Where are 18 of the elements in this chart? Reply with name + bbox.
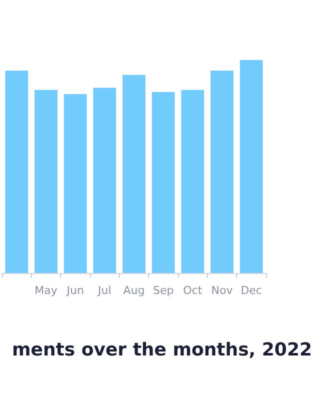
x-tick-label: Nov (211, 284, 234, 297)
bar (64, 94, 87, 273)
text: ments over the months, 2022 (12, 340, 312, 360)
bar (5, 70, 28, 273)
bar (93, 88, 116, 273)
bar (181, 90, 204, 273)
x-tick-label: Aug (123, 284, 145, 297)
bar (152, 92, 175, 273)
x-tick-label: Dec (240, 284, 262, 297)
bar (122, 74, 146, 273)
x-tick-label: Jun (66, 284, 84, 297)
bar (34, 90, 58, 273)
bar (240, 60, 263, 273)
bar (210, 70, 234, 273)
x-tick-label: Sep (152, 284, 174, 297)
x-tick-label: May (34, 284, 58, 297)
x-tick-label: Oct (183, 284, 203, 297)
x-tick-label: Jul (97, 284, 112, 297)
